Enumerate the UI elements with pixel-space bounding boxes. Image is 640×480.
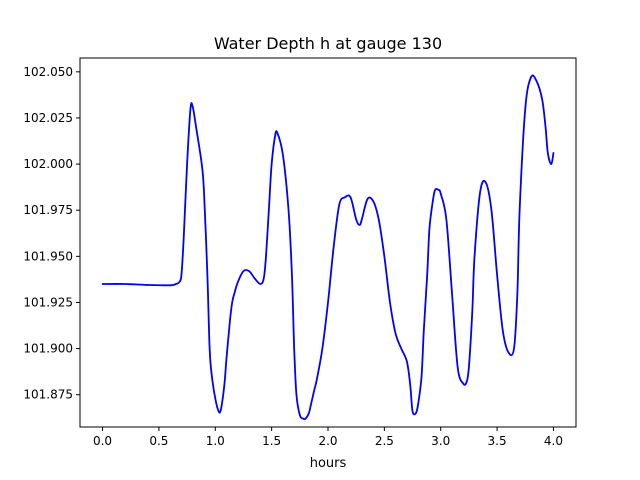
x-tick-label: 2.0: [318, 434, 337, 448]
x-tick-label: 0.0: [93, 434, 112, 448]
y-tick-label: 101.950: [23, 249, 73, 263]
y-axis: 101.875 101.900 101.925 101.950 101.975 102.0…: [23, 65, 80, 402]
x-tick-label: 1.0: [206, 434, 225, 448]
y-tick-label: 102.000: [23, 157, 73, 171]
x-tick-label: 1.5: [262, 434, 281, 448]
x-tick-label: 2.5: [375, 434, 394, 448]
y-tick-label: 102.050: [23, 65, 73, 79]
x-axis-label: hours: [310, 456, 347, 471]
series-line: [101, 74, 555, 421]
x-tick-label: 4.0: [544, 434, 563, 448]
y-tick-label: 101.925: [23, 295, 73, 309]
x-axis: 0.0 0.5 1.0 1.5 2.0 2.5 3.0 3.5 4.0: [93, 427, 563, 448]
chart-title: Water Depth h at gauge 130: [214, 34, 442, 53]
x-tick-label: 3.0: [431, 434, 450, 448]
y-tick-label: 101.875: [23, 388, 73, 402]
y-tick-label: 101.975: [23, 203, 73, 217]
x-tick-label: 0.5: [149, 434, 168, 448]
plot-series: [101, 74, 555, 421]
x-tick-label: 3.5: [488, 434, 507, 448]
y-tick-label: 101.900: [23, 342, 73, 356]
y-tick-label: 102.025: [23, 111, 73, 125]
